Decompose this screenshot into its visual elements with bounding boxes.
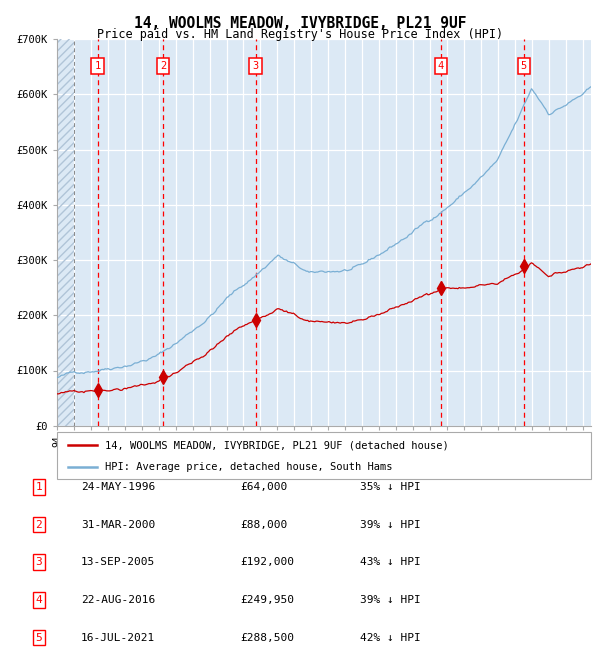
Text: 5: 5 xyxy=(35,632,43,643)
Text: 24-MAY-1996: 24-MAY-1996 xyxy=(81,482,155,492)
Text: £64,000: £64,000 xyxy=(240,482,287,492)
FancyBboxPatch shape xyxy=(57,432,591,479)
Text: £88,000: £88,000 xyxy=(240,519,287,530)
Text: Price paid vs. HM Land Registry's House Price Index (HPI): Price paid vs. HM Land Registry's House … xyxy=(97,28,503,41)
Text: 3: 3 xyxy=(35,557,43,567)
Text: £192,000: £192,000 xyxy=(240,557,294,567)
Text: 16-JUL-2021: 16-JUL-2021 xyxy=(81,632,155,643)
Text: 1: 1 xyxy=(35,482,43,492)
Text: HPI: Average price, detached house, South Hams: HPI: Average price, detached house, Sout… xyxy=(105,462,392,473)
Text: 39% ↓ HPI: 39% ↓ HPI xyxy=(360,595,421,605)
Text: 14, WOOLMS MEADOW, IVYBRIDGE, PL21 9UF: 14, WOOLMS MEADOW, IVYBRIDGE, PL21 9UF xyxy=(134,16,466,31)
Text: 22-AUG-2016: 22-AUG-2016 xyxy=(81,595,155,605)
Text: 31-MAR-2000: 31-MAR-2000 xyxy=(81,519,155,530)
Text: 35% ↓ HPI: 35% ↓ HPI xyxy=(360,482,421,492)
Text: 3: 3 xyxy=(253,61,259,71)
Text: 4: 4 xyxy=(35,595,43,605)
Bar xyxy=(57,39,74,426)
Text: 2: 2 xyxy=(160,61,166,71)
Text: £249,950: £249,950 xyxy=(240,595,294,605)
Text: 2: 2 xyxy=(35,519,43,530)
Bar xyxy=(57,39,74,426)
Text: 39% ↓ HPI: 39% ↓ HPI xyxy=(360,519,421,530)
Text: 5: 5 xyxy=(521,61,527,71)
Text: 1: 1 xyxy=(94,61,101,71)
Text: 4: 4 xyxy=(437,61,444,71)
Text: £288,500: £288,500 xyxy=(240,632,294,643)
Text: 14, WOOLMS MEADOW, IVYBRIDGE, PL21 9UF (detached house): 14, WOOLMS MEADOW, IVYBRIDGE, PL21 9UF (… xyxy=(105,440,449,450)
Text: 43% ↓ HPI: 43% ↓ HPI xyxy=(360,557,421,567)
Text: 42% ↓ HPI: 42% ↓ HPI xyxy=(360,632,421,643)
Text: 13-SEP-2005: 13-SEP-2005 xyxy=(81,557,155,567)
